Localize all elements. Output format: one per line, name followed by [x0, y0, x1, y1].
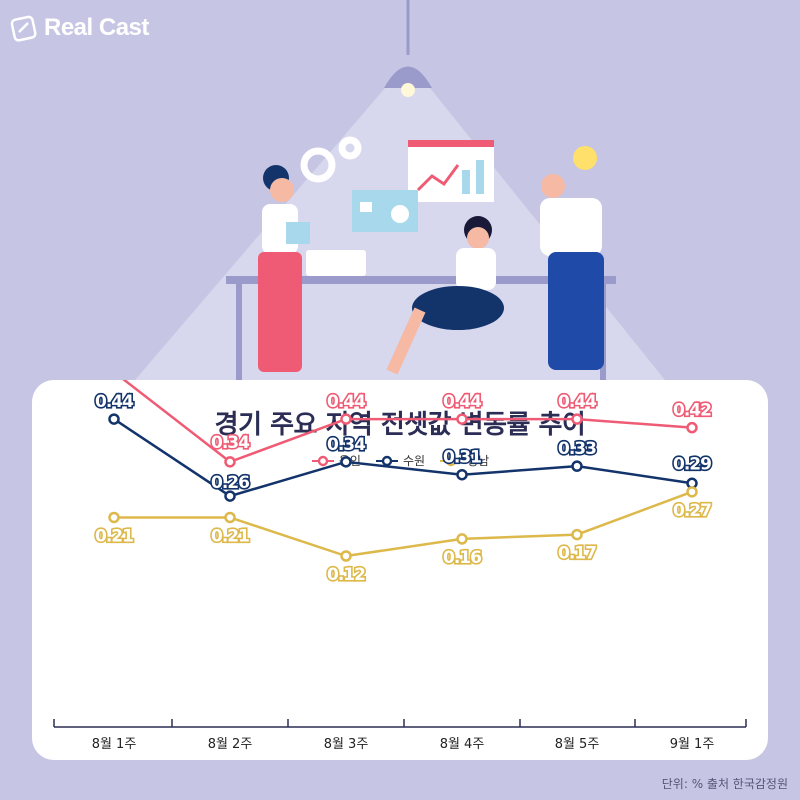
- data-label: 0.34: [327, 435, 366, 455]
- legend-swatch: [375, 455, 398, 466]
- lamp-bulb: [401, 83, 415, 97]
- legend-swatch: [311, 455, 334, 466]
- data-point: [571, 413, 583, 425]
- data-point: [571, 460, 583, 472]
- office-illustration: [135, 0, 665, 380]
- data-point: [340, 413, 352, 425]
- data-point: [108, 511, 120, 524]
- series-line-성남: [114, 490, 693, 558]
- legend-item: 수원: [375, 452, 425, 469]
- data-point: [224, 511, 236, 524]
- series-line-용인: [122, 380, 693, 464]
- data-label: 0.16: [443, 548, 481, 568]
- data-point: [456, 468, 468, 481]
- data-point: [224, 490, 236, 502]
- person-right: [540, 174, 604, 370]
- x-tick-label: 8월 2주: [208, 737, 253, 752]
- legend-label: 성남: [467, 454, 490, 468]
- lamp-shade: [384, 66, 432, 88]
- data-label: 0.31: [443, 448, 481, 468]
- data-label: 0.17: [558, 544, 596, 564]
- data-point: [571, 528, 583, 541]
- data-label: 0.34: [211, 433, 250, 453]
- data-point: [686, 486, 698, 498]
- data-point: [456, 533, 468, 545]
- data-label: 0.12: [327, 565, 365, 585]
- person-middle: [386, 216, 504, 375]
- data-point: [108, 413, 120, 425]
- legend-label: 수원: [402, 454, 426, 468]
- x-tick-label: 9월 1주: [670, 737, 715, 752]
- data-label: 0.44: [558, 392, 597, 412]
- x-tick-label: 8월 1주: [92, 737, 137, 752]
- data-point: [456, 413, 468, 425]
- series-line-수원: [113, 418, 693, 498]
- data-label: 0.27: [673, 501, 711, 521]
- x-tick-label: 8월 3주: [324, 737, 369, 752]
- gear-icon: [300, 136, 362, 183]
- x-tick-label: 8월 4주: [440, 737, 485, 752]
- data-point: [340, 456, 352, 468]
- data-point: [686, 421, 698, 434]
- realcast-logo-icon: [10, 15, 37, 42]
- person-left: [258, 165, 310, 372]
- data-label: 0.33: [558, 439, 596, 459]
- data-label: 0.29: [673, 454, 711, 474]
- data-label: 0.44: [95, 392, 134, 412]
- data-label: 0.21: [95, 526, 133, 546]
- chart-title: 경기 주요 지역 전셋값 변동률 추이: [214, 410, 586, 440]
- source-note: 단위: % 출처 한국감정원: [661, 777, 788, 791]
- legend-item: 성남: [439, 452, 489, 469]
- data-point: [340, 550, 352, 562]
- legend-swatch: [440, 455, 463, 466]
- data-label: 0.42: [673, 401, 711, 421]
- data-label: 0.44: [327, 392, 366, 412]
- idea-bulb-icon: [573, 146, 597, 170]
- brand-name: Real Cast: [44, 14, 149, 41]
- data-label: 0.21: [211, 526, 249, 546]
- laptop: [306, 250, 366, 276]
- data-label: 0.26: [211, 473, 249, 493]
- data-point: [224, 456, 236, 468]
- brand-logo: Real Cast: [10, 14, 149, 42]
- desk: [226, 276, 616, 284]
- x-tick-label: 8월 5주: [555, 737, 600, 752]
- data-label: 0.44: [443, 392, 482, 412]
